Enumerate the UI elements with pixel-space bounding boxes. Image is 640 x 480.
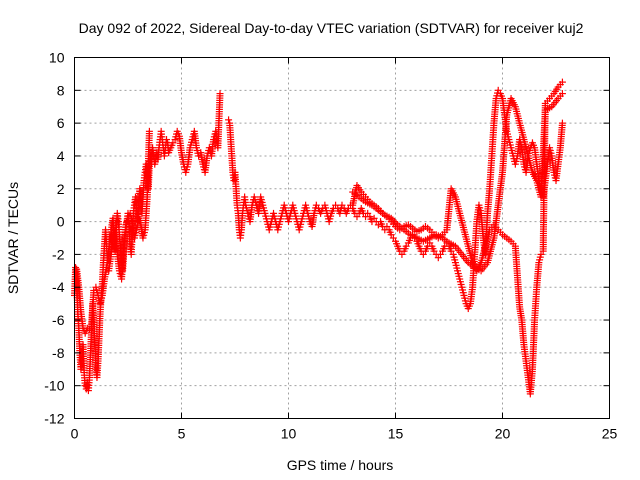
y-tick-label: 0 (57, 214, 65, 230)
x-tick-label: 5 (178, 426, 186, 442)
x-axis-title: GPS time / hours (287, 457, 394, 473)
x-tick-label: 20 (495, 426, 511, 442)
y-tick-label: -8 (52, 345, 65, 361)
y-tick-label: -12 (44, 411, 64, 427)
data-point (558, 119, 566, 127)
y-tick-label: 10 (49, 50, 65, 66)
y-tick-label: 4 (57, 148, 65, 164)
y-tick-label: -6 (52, 312, 65, 328)
data-point (145, 127, 153, 135)
y-tick-label: -10 (44, 378, 64, 394)
chart-title: Day 092 of 2022, Sidereal Day-to-day VTE… (79, 20, 584, 36)
data-point (163, 136, 171, 144)
x-tick-label: 25 (602, 426, 618, 442)
y-tick-label: -2 (52, 246, 65, 262)
x-tick-label: 15 (388, 426, 404, 442)
data-point (558, 90, 566, 98)
y-tick-label: 2 (57, 181, 65, 197)
data-point (216, 90, 224, 98)
points-layer (71, 78, 566, 398)
data-point (392, 219, 400, 227)
y-tick-label: 8 (57, 82, 65, 98)
data-point (389, 216, 397, 224)
plot-frame (74, 57, 610, 419)
ticks-layer: 0 5 10 15 20 25 -12 -10 -8 -6 -4 -2 0 2 4 6 8 10 (44, 50, 617, 442)
y-axis-title: SDTVAR / TECUs (5, 182, 21, 294)
x-tick-label: 10 (281, 426, 297, 442)
data-point (390, 218, 398, 226)
x-tick-label: 0 (71, 426, 79, 442)
y-tick-label: -4 (52, 279, 65, 295)
y-tick-label: 6 (57, 115, 65, 131)
data-point (387, 214, 395, 222)
data-point (558, 78, 566, 86)
data-point (225, 116, 233, 124)
